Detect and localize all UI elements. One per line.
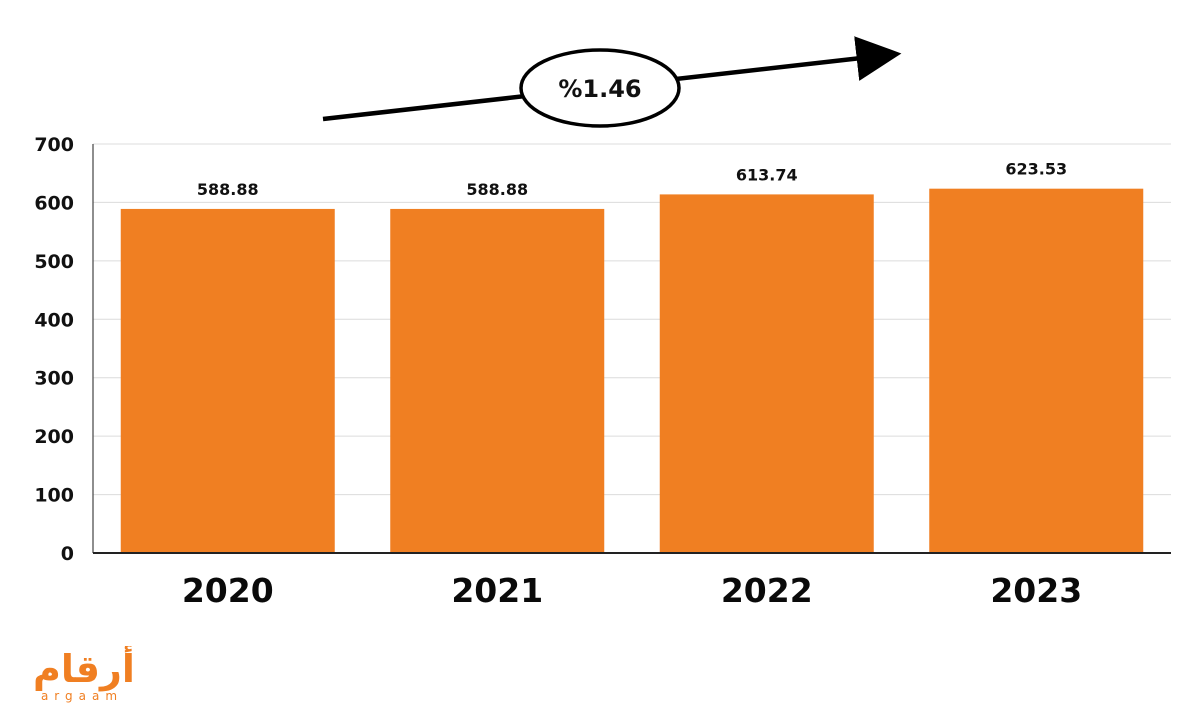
x-tick-label-2020: 2020 <box>182 571 274 610</box>
bar-2020 <box>120 208 335 553</box>
growth-annotation: %1.46 <box>322 36 902 128</box>
y-tick-label: 500 <box>34 251 74 273</box>
y-tick-label: 200 <box>34 426 74 448</box>
bar-2023 <box>929 188 1144 553</box>
argaam-logo: أرقام argaam <box>33 646 135 703</box>
y-tick-label: 600 <box>34 192 74 214</box>
data-label-2023: 623.53 <box>1005 160 1067 179</box>
y-tick-label: 700 <box>34 134 74 156</box>
logo-latin-text: argaam <box>41 689 123 703</box>
x-tick-label-2023: 2023 <box>990 571 1082 610</box>
bar-2022 <box>659 194 874 553</box>
bars <box>120 188 1144 553</box>
growth-ellipse <box>519 48 681 128</box>
x-tick-label-2022: 2022 <box>721 571 813 610</box>
y-tick-label: 100 <box>34 485 74 507</box>
data-label-2020: 588.88 <box>197 180 259 199</box>
growth-percentage: %1.46 <box>558 75 641 103</box>
y-tick-label: 300 <box>34 368 74 390</box>
y-axis: 0 100 200 300 400 500 600 700 <box>34 134 94 565</box>
x-axis: 2020 2021 2022 2023 <box>93 552 1171 610</box>
x-tick-label-2021: 2021 <box>451 571 543 610</box>
data-label-2022: 613.74 <box>736 165 798 184</box>
data-label-2021: 588.88 <box>466 180 528 199</box>
data-labels: 588.88 588.88 613.74 623.53 <box>197 160 1067 199</box>
bar-2021 <box>390 208 605 553</box>
y-tick-label: 0 <box>61 543 74 565</box>
y-tick-label: 400 <box>34 309 74 331</box>
logo-arabic-text: أرقام <box>33 646 135 692</box>
